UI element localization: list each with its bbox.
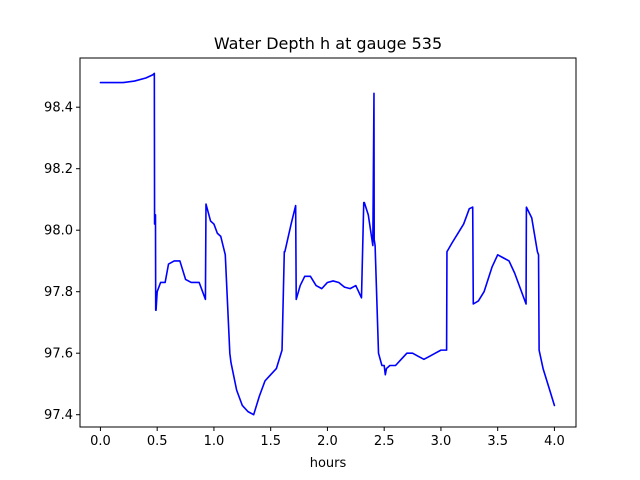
x-tick-label: 1.0 bbox=[204, 434, 225, 449]
y-tick-label: 98.4 bbox=[44, 101, 73, 116]
y-tick-label: 97.6 bbox=[44, 347, 73, 362]
x-tick-label: 2.5 bbox=[374, 434, 395, 449]
x-tick-label: 1.5 bbox=[260, 434, 281, 449]
y-tick-label: 98.2 bbox=[44, 162, 73, 177]
plot-area: 0.0 0.5 1.0 1.5 2.0 2.5 3.0 3.5 4.0 97.4 97.6 97.8 9… bbox=[44, 57, 577, 449]
x-tick-label: 4.0 bbox=[544, 434, 565, 449]
chart-title: Water Depth h at gauge 535 bbox=[214, 34, 442, 53]
x-tick-label: 2.0 bbox=[317, 434, 338, 449]
x-tick-label: 3.5 bbox=[487, 434, 508, 449]
x-tick-label: 0.5 bbox=[147, 434, 168, 449]
plot-frame bbox=[79, 57, 577, 428]
y-tick-label: 97.4 bbox=[44, 408, 73, 423]
x-tick-label: 3.0 bbox=[431, 434, 452, 449]
series-line-0 bbox=[99, 72, 556, 416]
y-tick-label: 97.8 bbox=[44, 285, 73, 300]
x-axis-label: hours bbox=[310, 456, 347, 471]
x-tick-label: 0.0 bbox=[90, 434, 111, 449]
y-tick-label: 98.0 bbox=[44, 224, 73, 239]
